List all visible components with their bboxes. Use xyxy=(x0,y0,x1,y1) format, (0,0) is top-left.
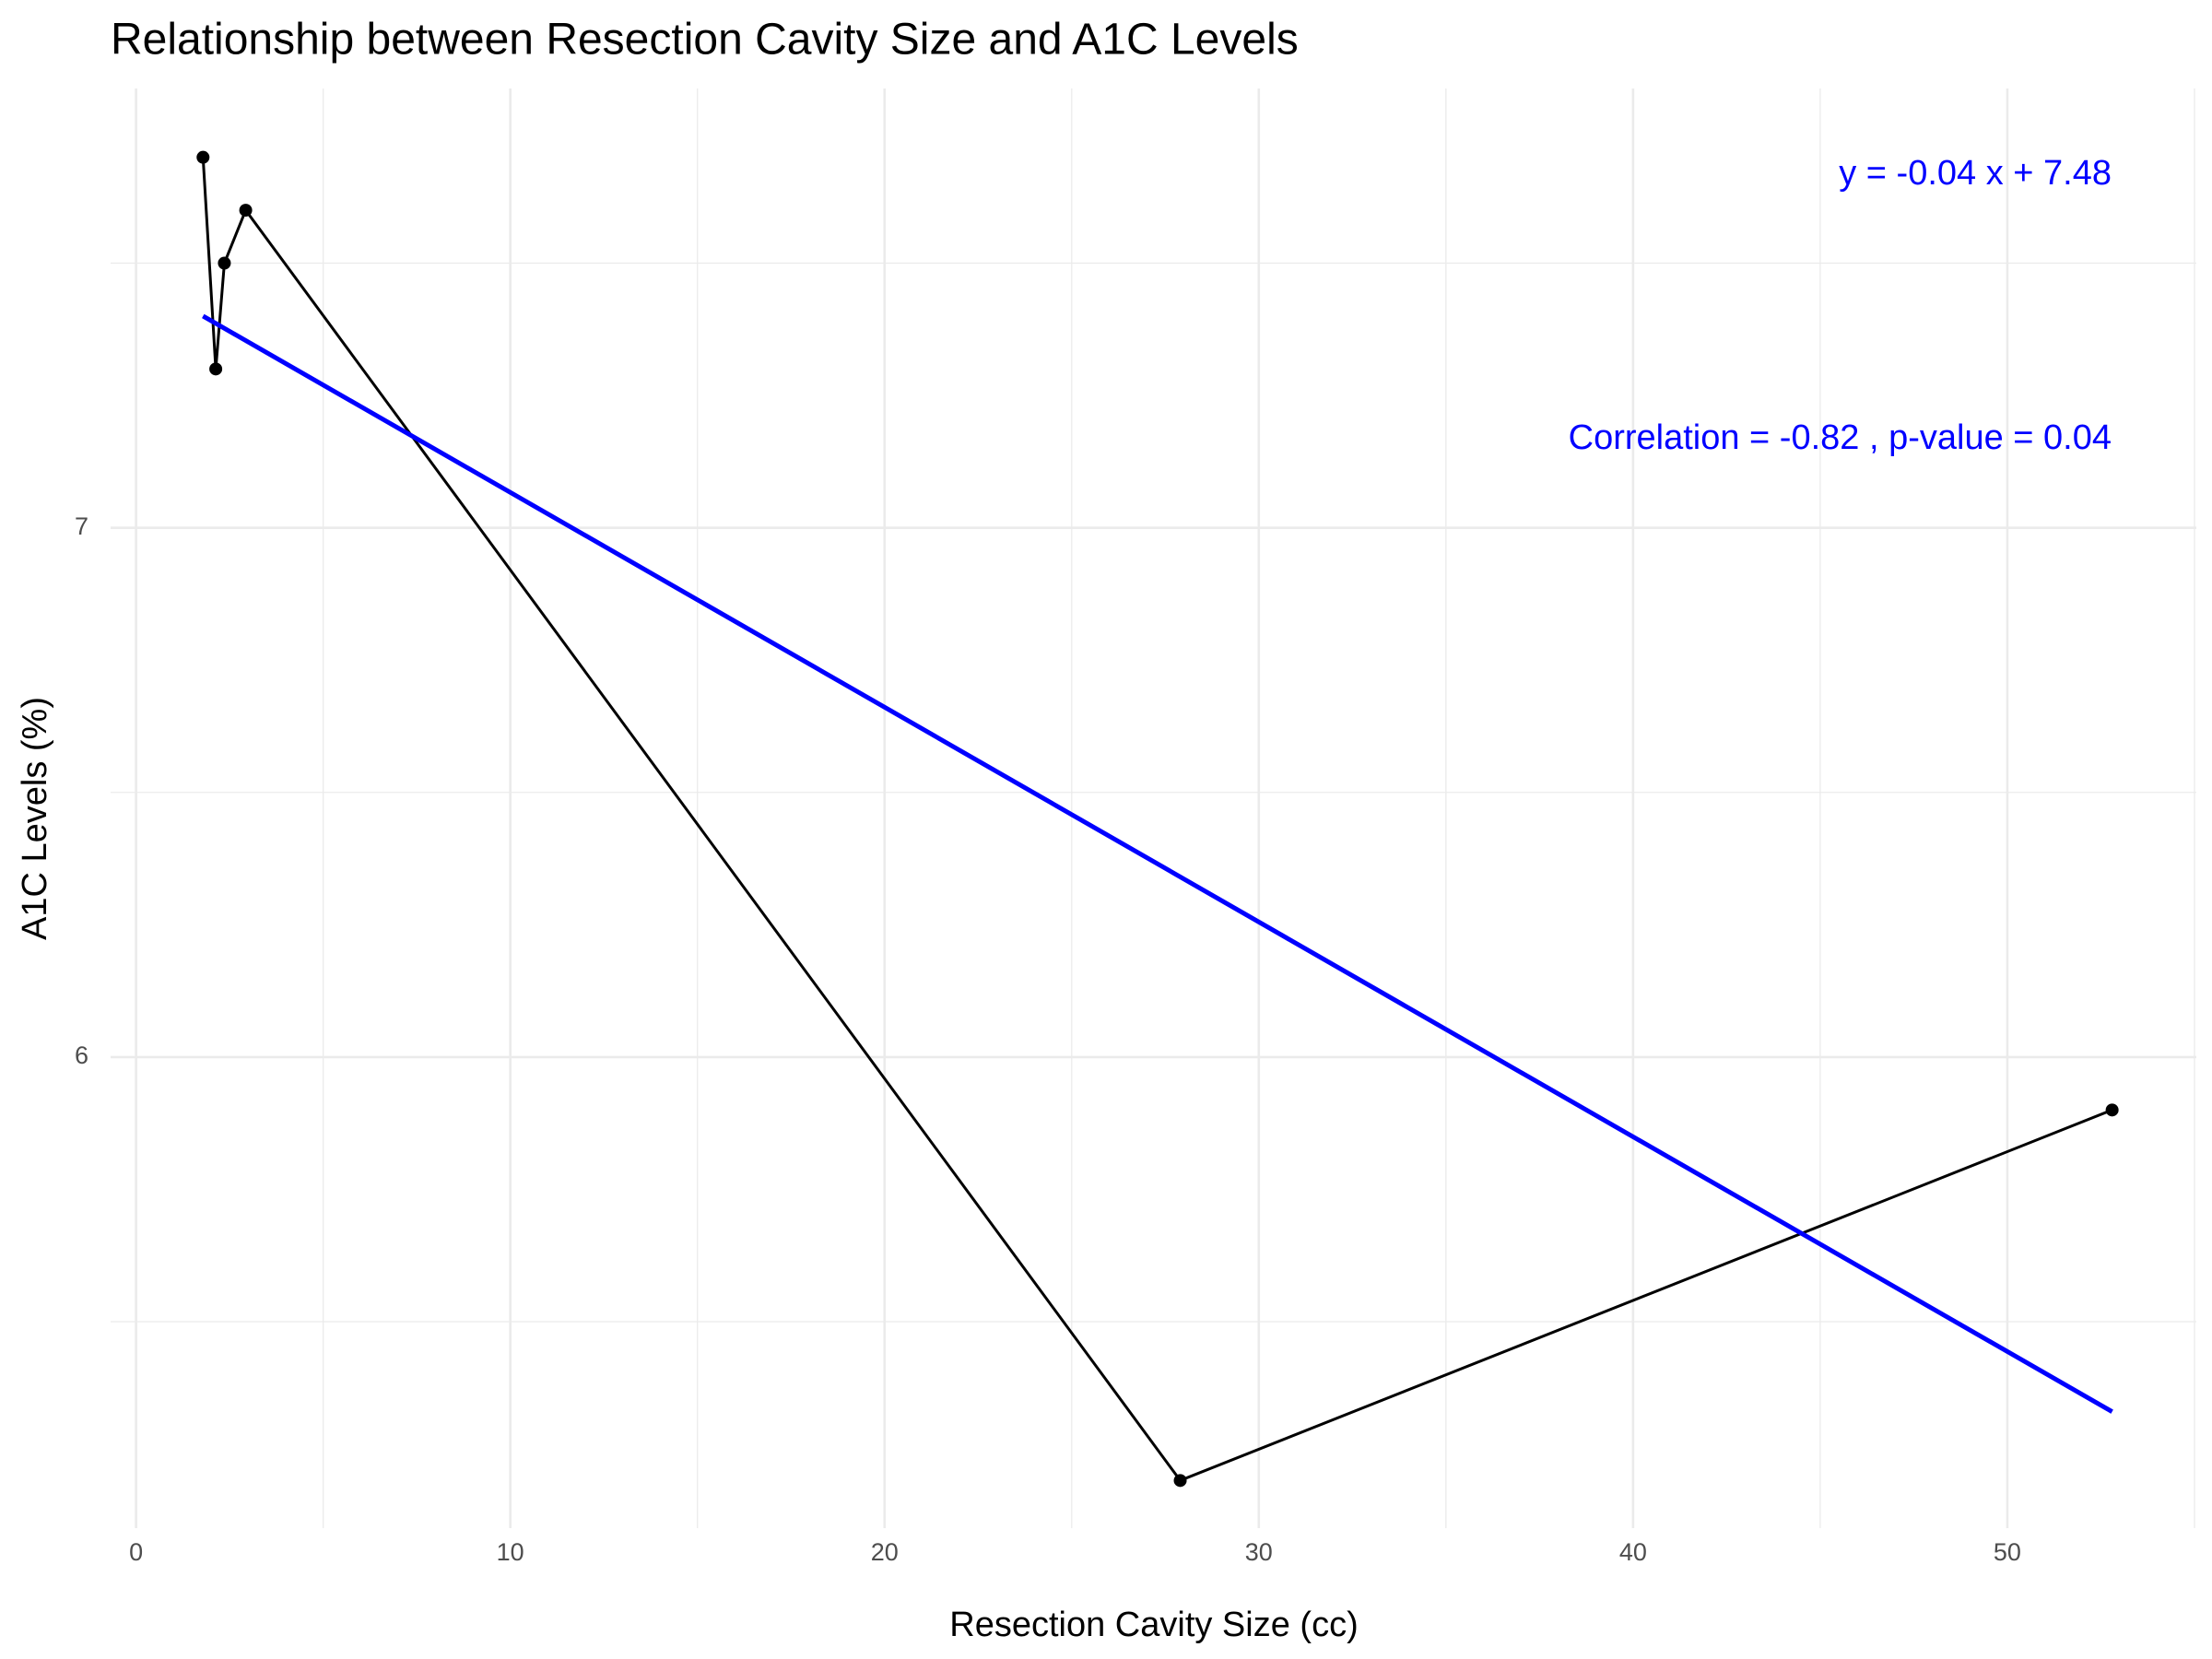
data-line xyxy=(201,157,2113,1483)
annotation: Correlation = -0.82 , p-value = 0.04 xyxy=(1569,418,2112,457)
x-tick-label: 20 xyxy=(871,1538,899,1566)
annotation: y = -0.04 x + 7.48 xyxy=(1839,154,2112,193)
x-tick-label: 0 xyxy=(129,1538,143,1566)
chart-title: Relationship between Resection Cavity Si… xyxy=(111,16,1299,65)
x-tick-label: 10 xyxy=(497,1538,524,1566)
y-tick-label: 7 xyxy=(75,512,88,540)
x-tick-label: 40 xyxy=(1619,1538,1647,1566)
point xyxy=(1173,1474,1187,1488)
x-tick-label: 30 xyxy=(1245,1538,1273,1566)
point xyxy=(209,362,223,376)
point xyxy=(196,150,210,164)
x-axis-label: Resection Cavity Size (cc) xyxy=(949,1606,1358,1644)
x-tick-label: 50 xyxy=(1994,1538,2021,1566)
point xyxy=(2105,1103,2119,1117)
point xyxy=(218,256,231,270)
point xyxy=(239,204,253,218)
y-axis-label: A1C Levels (%) xyxy=(16,697,54,940)
y-tick-label: 6 xyxy=(75,1041,88,1069)
regression-line xyxy=(202,313,2113,1414)
